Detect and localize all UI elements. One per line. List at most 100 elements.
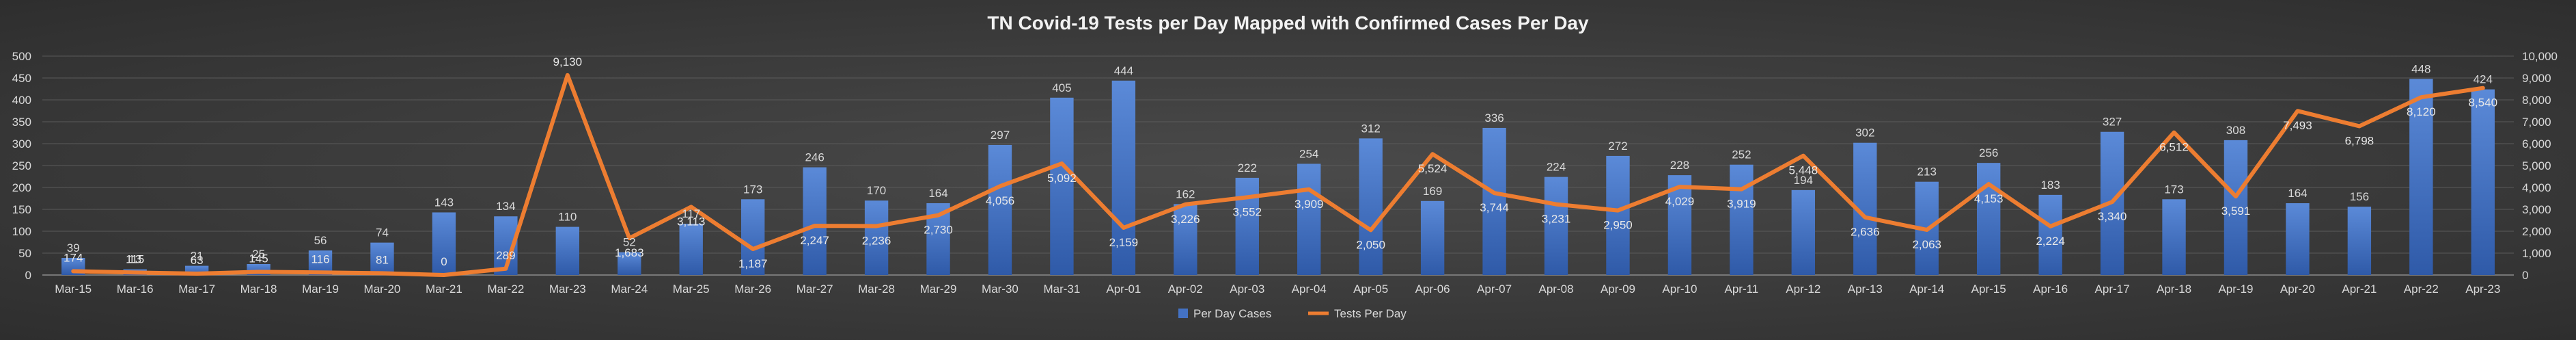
bar — [1544, 176, 1568, 275]
y-right-tick-label: 8,000 — [2522, 94, 2551, 107]
x-tick-label: Apr-08 — [1539, 283, 1574, 296]
y-left-tick-label: 200 — [12, 181, 31, 194]
y-right-tick-label: 0 — [2522, 269, 2528, 282]
bar-data-label: 405 — [1052, 81, 1071, 94]
y-left-tick-label: 250 — [12, 159, 31, 172]
bar-data-label: 170 — [867, 184, 886, 197]
line-data-label: 3,226 — [1171, 213, 1200, 226]
line-data-label: 5,092 — [1047, 172, 1077, 185]
line-data-label: 174 — [64, 251, 83, 264]
line-data-label: 3,113 — [677, 215, 705, 228]
line-data-label: 8,540 — [2469, 96, 2498, 109]
bar-data-label: 297 — [991, 129, 1010, 142]
x-tick-label: Apr-01 — [1106, 283, 1141, 296]
y-left-tick-label: 0 — [25, 269, 31, 282]
line-data-label: 4,056 — [986, 194, 1015, 207]
bar-data-label: 52 — [623, 236, 636, 249]
bar-data-label: 162 — [1176, 187, 1195, 200]
bar-data-label: 256 — [1979, 146, 1998, 159]
x-tick-label: Mar-22 — [487, 283, 524, 296]
x-tick-label: Apr-05 — [1353, 283, 1388, 296]
x-tick-label: Apr-03 — [1230, 283, 1264, 296]
line-data-label: 5,448 — [1789, 164, 1818, 177]
x-tick-label: Mar-18 — [240, 283, 277, 296]
legend-label: Tests Per Day — [1334, 307, 1407, 320]
bar-data-label: 302 — [1855, 127, 1874, 140]
x-tick-label: Apr-19 — [2218, 283, 2253, 296]
x-tick-label: Mar-29 — [920, 283, 957, 296]
x-tick-label: Mar-25 — [673, 283, 710, 296]
bar-data-label: 25 — [252, 248, 265, 261]
bar-data-label: 424 — [2474, 73, 2493, 86]
y-left-tick-label: 350 — [12, 116, 31, 129]
bar — [1297, 164, 1321, 275]
bar-data-label: 336 — [1484, 112, 1504, 125]
line-data-label: 9,130 — [553, 55, 583, 68]
bar — [618, 252, 641, 275]
line-data-label: 4,029 — [1665, 195, 1695, 208]
bar — [2409, 79, 2433, 275]
bar-data-label: 183 — [2040, 179, 2060, 192]
x-tick-label: Apr-21 — [2342, 283, 2377, 296]
x-tick-label: Mar-19 — [302, 283, 339, 296]
y-left-tick-label: 100 — [12, 225, 31, 238]
line-data-label: 2,063 — [1912, 238, 1941, 251]
x-tick-label: Mar-30 — [982, 283, 1019, 296]
bar — [2471, 89, 2495, 275]
bar — [988, 144, 1012, 275]
bar-data-label: 444 — [1114, 64, 1133, 77]
line-data-label: 145 — [249, 252, 268, 265]
line-data-label: 3,231 — [1542, 213, 1571, 226]
bar-data-label: 169 — [1423, 185, 1442, 198]
x-tick-label: Mar-31 — [1043, 283, 1080, 296]
bar-data-label: 156 — [2350, 190, 2369, 203]
line-data-label: 115 — [126, 252, 144, 265]
bar-data-label: 143 — [434, 196, 454, 209]
x-tick-label: Apr-09 — [1601, 283, 1635, 296]
x-tick-label: Mar-20 — [364, 283, 401, 296]
line-data-label: 3,744 — [1480, 201, 1509, 214]
line-data-label: 3,340 — [2098, 210, 2127, 223]
line-data-label: 6,512 — [2159, 141, 2189, 154]
bar-data-label: 110 — [558, 211, 577, 224]
x-tick-label: Apr-18 — [2157, 283, 2191, 296]
bar — [1235, 177, 1259, 275]
x-tick-label: Mar-23 — [549, 283, 586, 296]
bar — [1050, 97, 1074, 276]
x-tick-label: Apr-16 — [2033, 283, 2068, 296]
line-data-label: 4,153 — [1974, 192, 2004, 205]
line-data-label: 2,224 — [2036, 235, 2065, 248]
bar — [1359, 138, 1383, 275]
bar-data-label: 21 — [191, 250, 204, 263]
line-data-label: 116 — [311, 252, 329, 265]
bar — [2347, 207, 2372, 275]
line-data-label: 2,247 — [800, 234, 829, 247]
y-right-tick-label: 6,000 — [2522, 138, 2551, 151]
line-data-label: 6,798 — [2345, 134, 2374, 147]
x-tick-label: Mar-28 — [858, 283, 895, 296]
y-left-tick-label: 50 — [18, 247, 31, 260]
bar-data-label: 117 — [682, 207, 700, 220]
y-right-tick-label: 9,000 — [2522, 72, 2551, 85]
bar — [1482, 127, 1506, 275]
y-right-tick-label: 4,000 — [2522, 181, 2551, 194]
x-tick-label: Apr-23 — [2465, 283, 2500, 296]
line-data-label: 3,909 — [1294, 198, 1324, 211]
chart-title: TN Covid-19 Tests per Day Mapped with Co… — [987, 12, 1589, 34]
bar — [1976, 163, 2001, 275]
x-tick-label: Mar-16 — [117, 283, 154, 296]
bar-data-label: 308 — [2226, 124, 2245, 137]
bar-data-label: 224 — [1547, 161, 1566, 174]
bar — [1606, 155, 1630, 275]
x-tick-label: Apr-15 — [1971, 283, 2006, 296]
line-data-label: 2,236 — [862, 234, 891, 247]
bar-data-label: 246 — [805, 151, 824, 164]
bar — [432, 212, 456, 275]
bar — [2162, 199, 2186, 275]
line-data-label: 63 — [191, 254, 204, 267]
y-left-tick-label: 500 — [12, 50, 31, 63]
line-data-label: 8,120 — [2407, 105, 2436, 118]
bar — [1111, 80, 1136, 275]
